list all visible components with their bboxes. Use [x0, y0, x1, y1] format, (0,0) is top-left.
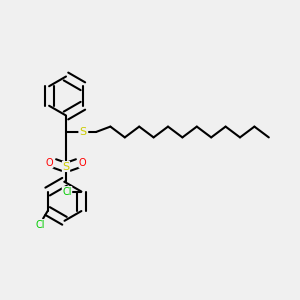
Text: S: S: [79, 127, 86, 137]
Text: O: O: [79, 158, 87, 168]
Text: Cl: Cl: [35, 220, 45, 230]
Text: Cl: Cl: [62, 187, 72, 196]
Text: O: O: [45, 158, 53, 168]
Text: S: S: [62, 161, 70, 172]
